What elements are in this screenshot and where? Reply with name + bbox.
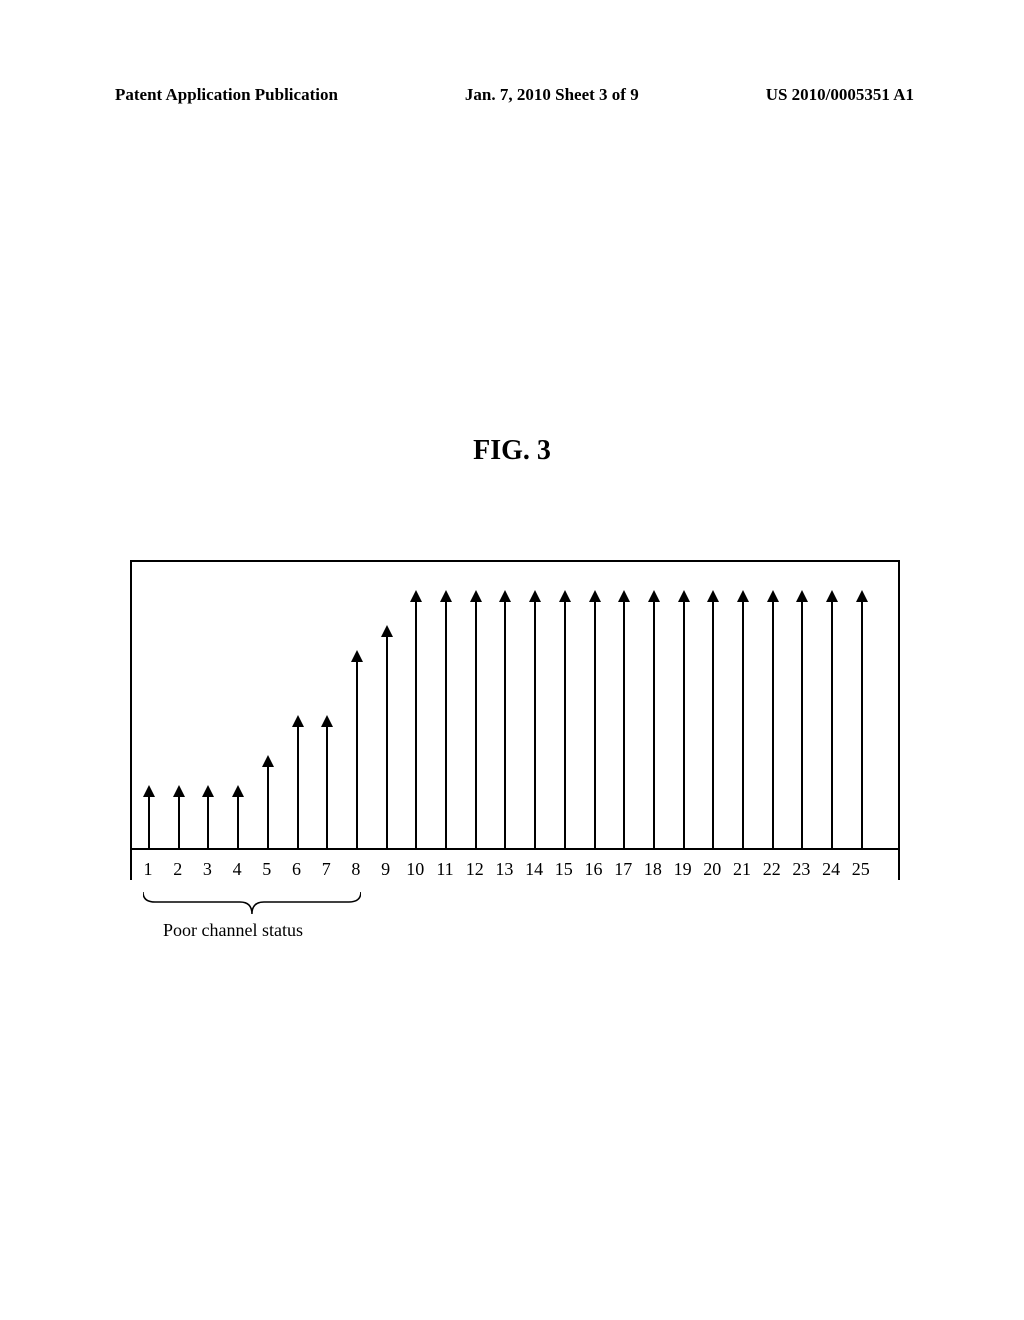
arrow	[861, 600, 863, 850]
x-tick-label: 2	[173, 859, 182, 880]
arrow	[237, 795, 239, 850]
x-tick-label: 3	[203, 859, 212, 880]
brace-label: Poor channel status	[163, 920, 303, 941]
header-left: Patent Application Publication	[115, 85, 338, 105]
figure-title: FIG. 3	[0, 435, 1024, 467]
arrow	[653, 600, 655, 850]
x-tick-label: 5	[262, 859, 271, 880]
x-tick-label: 14	[525, 859, 543, 880]
chart: 1234567891011121314151617181920212223242…	[130, 560, 900, 880]
arrow	[475, 600, 477, 850]
arrow	[831, 600, 833, 850]
arrow	[326, 725, 328, 850]
arrow	[623, 600, 625, 850]
arrow	[772, 600, 774, 850]
arrow	[801, 600, 803, 850]
x-tick-label: 10	[406, 859, 424, 880]
arrow	[683, 600, 685, 850]
x-tick-label: 12	[466, 859, 484, 880]
chart-baseline	[130, 848, 900, 850]
arrow	[148, 795, 150, 850]
x-tick-label: 16	[585, 859, 603, 880]
page-header: Patent Application Publication Jan. 7, 2…	[0, 85, 1024, 105]
arrow	[267, 765, 269, 850]
x-tick-label: 9	[381, 859, 390, 880]
chart-border	[130, 560, 900, 880]
x-tick-label: 22	[763, 859, 781, 880]
arrow	[207, 795, 209, 850]
arrow	[356, 660, 358, 850]
arrow	[534, 600, 536, 850]
x-tick-label: 24	[822, 859, 840, 880]
x-tick-label: 11	[436, 859, 453, 880]
x-tick-label: 21	[733, 859, 751, 880]
x-tick-label: 25	[852, 859, 870, 880]
arrow	[178, 795, 180, 850]
x-tick-label: 17	[614, 859, 632, 880]
x-tick-label: 13	[495, 859, 513, 880]
arrow	[504, 600, 506, 850]
arrow	[297, 725, 299, 850]
arrow	[594, 600, 596, 850]
x-tick-label: 15	[555, 859, 573, 880]
arrow	[742, 600, 744, 850]
x-tick-label: 1	[144, 859, 153, 880]
header-center: Jan. 7, 2010 Sheet 3 of 9	[465, 85, 639, 105]
x-tick-label: 8	[351, 859, 360, 880]
x-tick-label: 20	[703, 859, 721, 880]
x-tick-label: 6	[292, 859, 301, 880]
x-tick-label: 19	[674, 859, 692, 880]
arrow	[386, 635, 388, 850]
arrow	[415, 600, 417, 850]
brace-annotation: Poor channel status	[130, 890, 900, 960]
arrow	[445, 600, 447, 850]
arrow	[712, 600, 714, 850]
x-tick-label: 7	[322, 859, 331, 880]
x-tick-label: 18	[644, 859, 662, 880]
header-right: US 2010/0005351 A1	[766, 85, 914, 105]
arrow	[564, 600, 566, 850]
x-tick-label: 23	[792, 859, 810, 880]
x-tick-label: 4	[233, 859, 242, 880]
